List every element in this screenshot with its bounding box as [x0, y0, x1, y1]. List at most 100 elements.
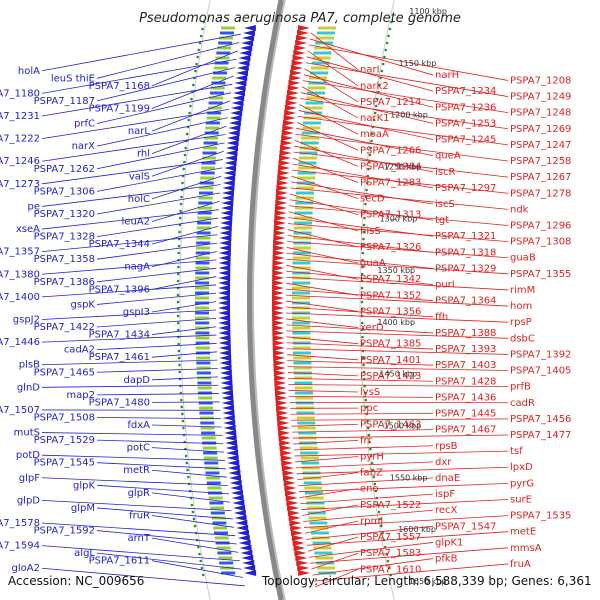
gene-label: PSPA7_1461: [89, 352, 150, 363]
feature-bar: [201, 166, 216, 170]
forward-gene-arrow: [280, 145, 293, 151]
inner-track: [359, 0, 395, 600]
scale-label: 1550 kbp: [390, 473, 428, 482]
feature-bar: [305, 101, 324, 105]
label-connector: [96, 92, 232, 124]
feature-bar: [303, 481, 322, 485]
feature-bar: [218, 41, 233, 45]
forward-gene-arrow: [272, 350, 285, 356]
label-connector: [41, 33, 241, 72]
label-connector: [286, 270, 434, 285]
forward-gene-arrow: [277, 425, 290, 431]
feature-bar: [201, 161, 216, 165]
gene-label: lysS: [360, 387, 380, 398]
forward-gene-arrow: [290, 525, 303, 531]
feature-bar: [198, 201, 213, 205]
gene-label: pfkB: [435, 554, 458, 565]
label-connector: [307, 536, 359, 552]
genome-arc: [176, 0, 395, 600]
gene-label: PSPA7_1396: [89, 284, 150, 295]
reverse-gene-arrow: [220, 380, 233, 386]
label-connector: [287, 354, 359, 361]
label-connector: [287, 372, 359, 377]
label-connector: [96, 292, 217, 305]
gc-dot: [377, 510, 381, 514]
reverse-gene-arrow: [221, 190, 234, 196]
feature-bar: [196, 356, 211, 360]
reverse-gene-arrow: [223, 170, 236, 176]
forward-gene-arrow: [275, 200, 288, 206]
gene-label: secD: [360, 194, 385, 205]
gc-dot: [202, 20, 206, 24]
label-connector: [290, 181, 434, 205]
gene-label: ndk: [510, 204, 529, 215]
gene-label: PSPA7_1329: [435, 263, 496, 274]
forward-gene-arrow: [279, 445, 292, 451]
gc-dot: [177, 244, 181, 248]
feature-bar: [304, 491, 323, 495]
feature-bar: [292, 341, 311, 345]
forward-gene-arrow: [281, 135, 294, 141]
feature-bar: [297, 176, 316, 180]
label-connector: [96, 67, 235, 102]
reverse-gene-arrow: [218, 265, 231, 271]
reverse-gene-arrow: [238, 55, 251, 61]
reverse-gene-arrow: [219, 360, 232, 366]
gc-dot: [386, 559, 390, 563]
forward-gene-arrow: [283, 475, 296, 481]
feature-bar: [207, 111, 222, 115]
reverse-gene-arrow: [225, 155, 238, 161]
forward-gene-arrow: [286, 95, 299, 101]
reverse-gene-arrow: [218, 335, 231, 341]
forward-gene-arrow: [272, 275, 285, 281]
gene-label: rpmJ: [360, 516, 383, 527]
label-connector: [96, 484, 230, 495]
label-connector: [285, 300, 359, 312]
feature-bar: [311, 61, 330, 65]
feature-bar: [195, 326, 210, 330]
gc-dot: [360, 321, 364, 325]
feature-bar: [292, 351, 311, 355]
feature-bar: [195, 331, 210, 335]
feature-bar: [301, 136, 320, 140]
reverse-gene-arrow: [222, 185, 235, 191]
gene-label: PSPA7_1535: [510, 511, 571, 522]
reverse-gene-arrow: [218, 340, 231, 346]
feature-bar: [204, 131, 219, 135]
feature-bar: [206, 481, 221, 485]
forward-gene-arrow: [273, 355, 286, 361]
forward-gene-arrow: [273, 240, 286, 246]
gene-label: leuS thiE: [51, 73, 95, 84]
gene-label: PSPA7_1320: [34, 209, 95, 220]
gc-dot: [199, 34, 203, 38]
gene-label: PSPA7_1592: [34, 526, 95, 537]
gene-label: narH: [435, 70, 459, 81]
feature-bar: [197, 386, 212, 390]
reverse-gene-arrow: [222, 405, 235, 411]
forward-gene-arrow: [285, 100, 298, 106]
label-connector: [288, 384, 509, 388]
gene-label: PSPA7_1247: [510, 140, 571, 151]
gc-dot: [177, 342, 180, 346]
reverse-gene-arrow: [222, 180, 235, 186]
feature-bar: [292, 286, 311, 290]
gene-label: iscS: [435, 199, 455, 210]
gene-label: mmsA: [510, 543, 542, 554]
gc-dot: [198, 552, 201, 556]
label-connector: [291, 169, 509, 194]
gene-label: PSPA7_1262: [34, 164, 95, 175]
gc-dot: [367, 167, 370, 171]
feature-bar: [197, 216, 212, 220]
gene-label: rimM: [510, 285, 535, 296]
reverse-gene-arrow: [235, 520, 248, 526]
gene-label: rhl: [137, 149, 150, 160]
gene-label: fruA: [510, 559, 531, 570]
label-connector: [96, 393, 220, 396]
forward-gene-arrow: [272, 325, 285, 331]
label-connector: [301, 499, 509, 510]
scale-label: 1350 kbp: [377, 266, 415, 275]
gc-dot: [179, 202, 183, 206]
gc-dot: [192, 83, 195, 87]
label-connector: [96, 507, 233, 520]
reverse-gene-arrow: [234, 515, 247, 521]
